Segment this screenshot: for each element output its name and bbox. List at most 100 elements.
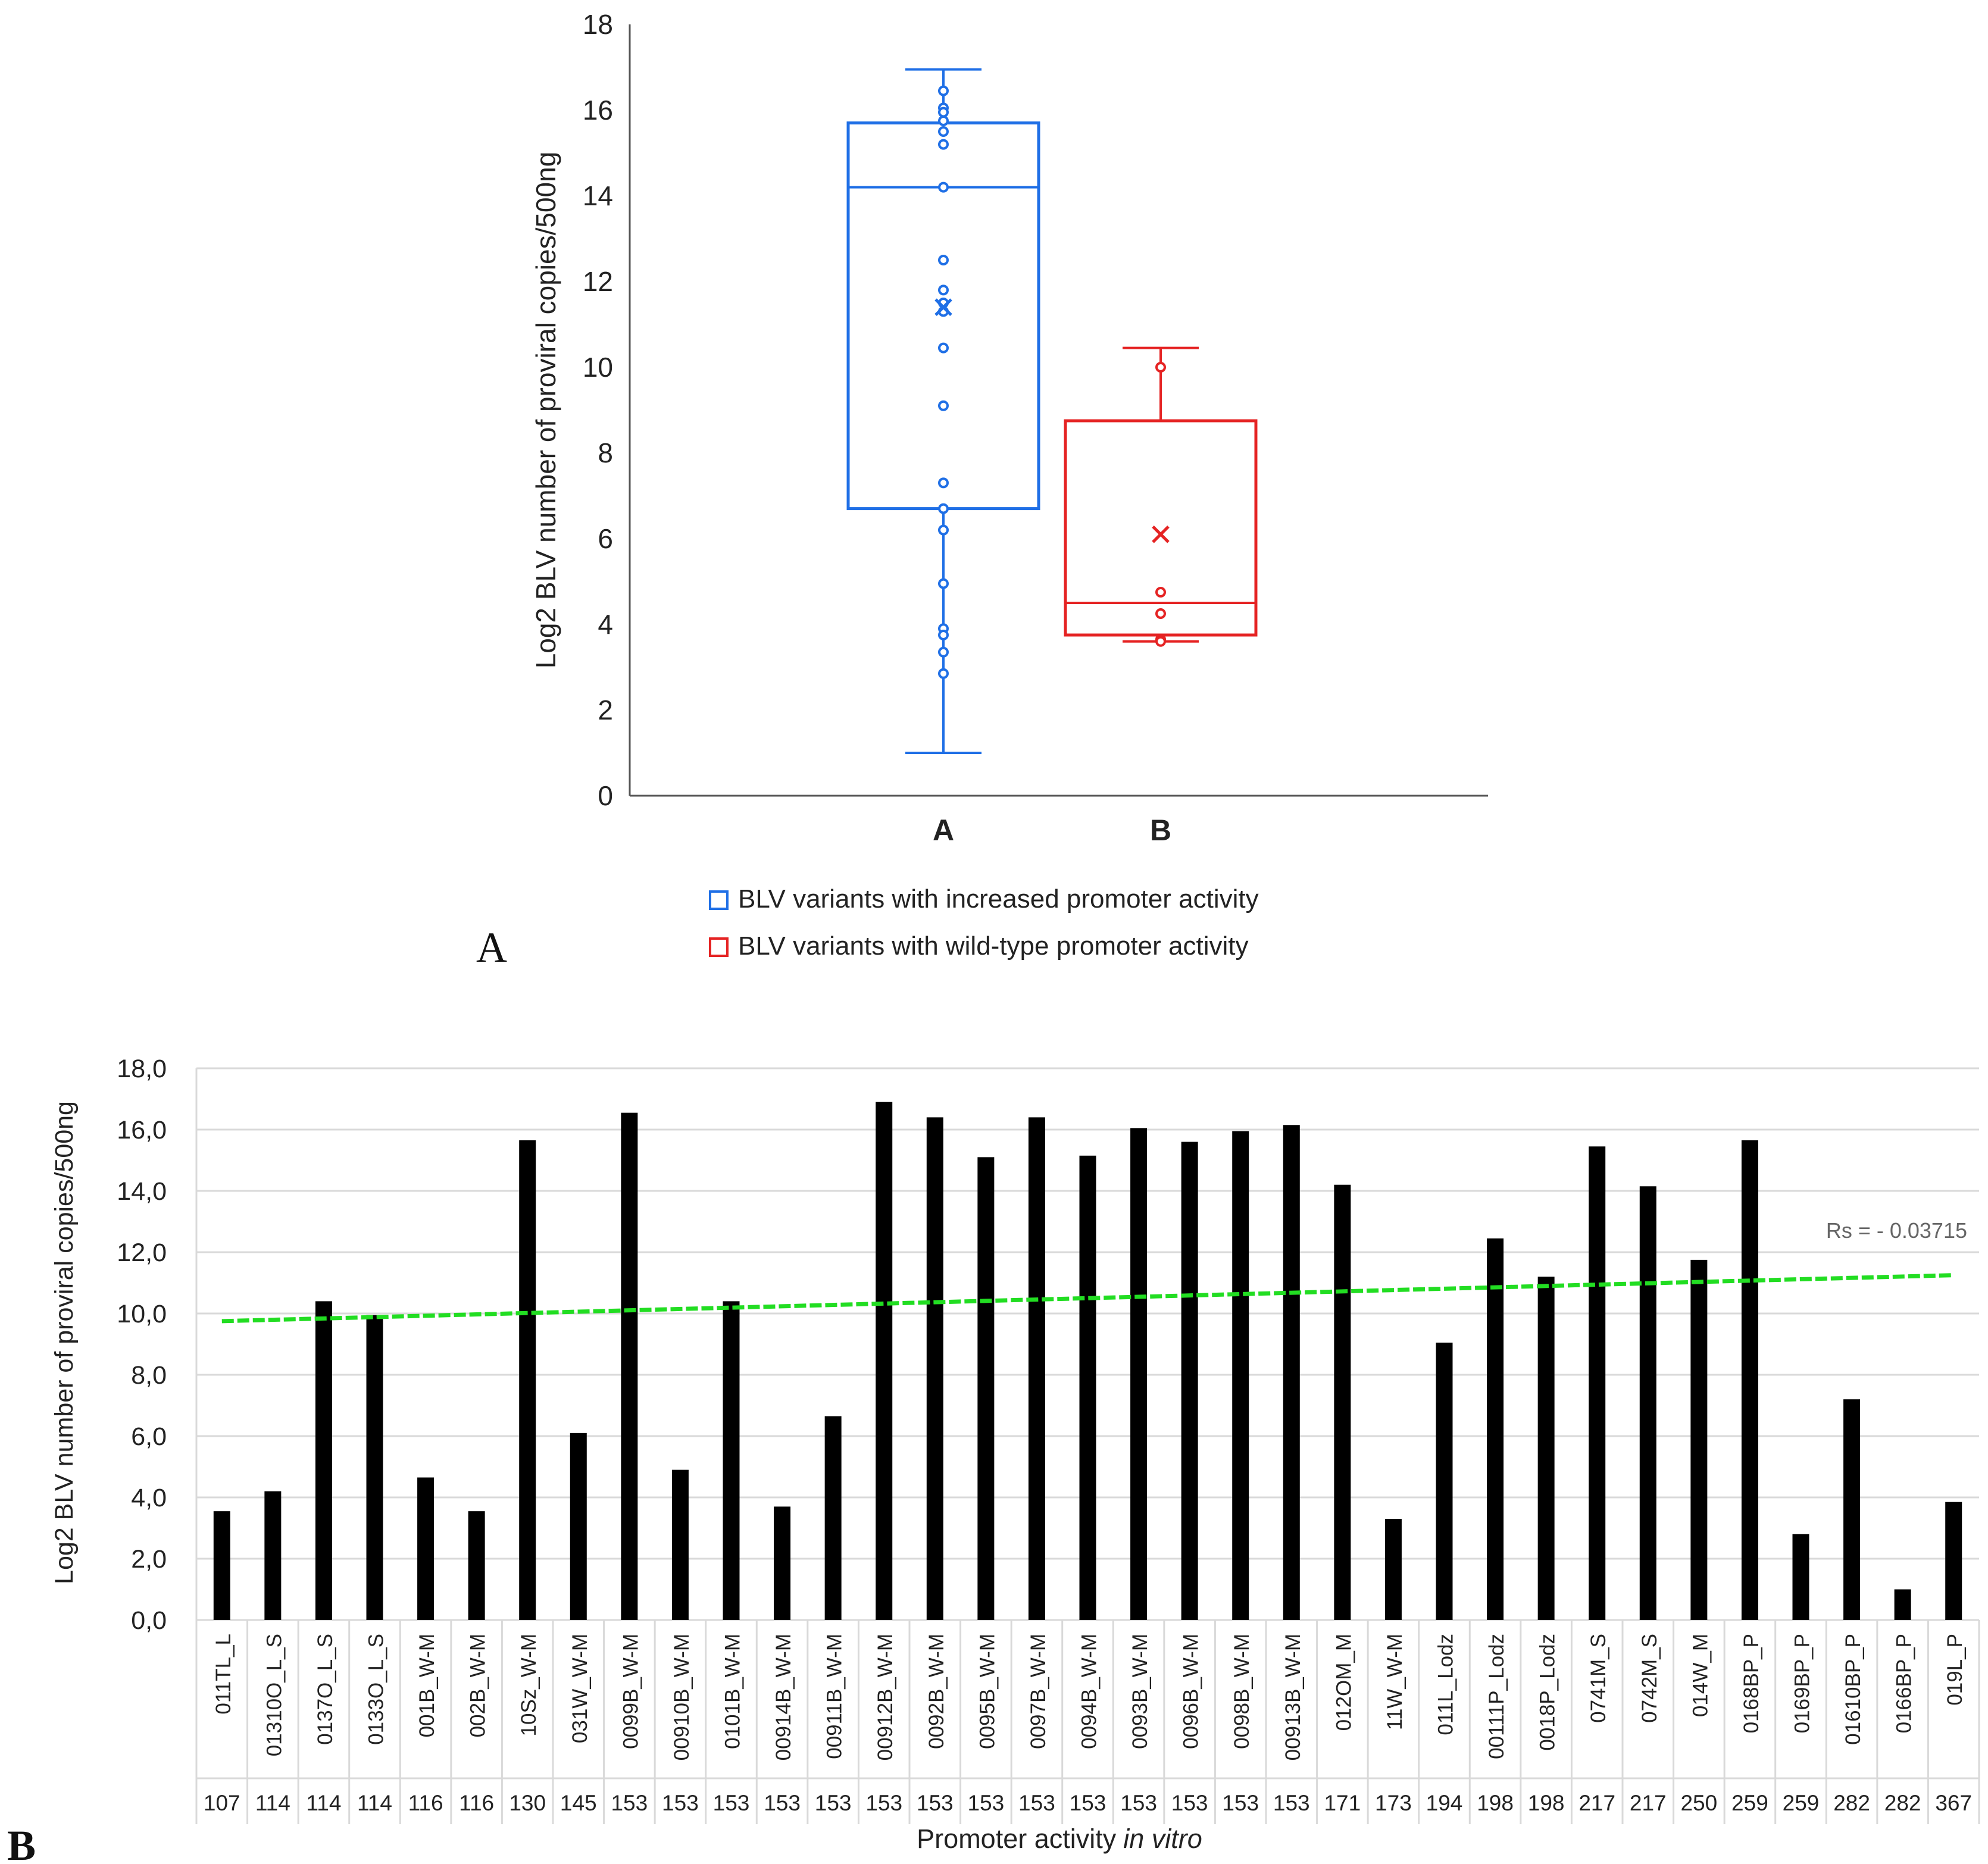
bar-category-label: 014W_M	[1689, 1634, 1712, 1717]
legend-swatch-b	[709, 937, 729, 957]
data-point	[1155, 587, 1166, 598]
activity-value-label: 153	[1018, 1791, 1055, 1815]
data-point	[938, 255, 949, 265]
bar	[417, 1477, 435, 1620]
activity-value-label: 194	[1426, 1791, 1463, 1815]
activity-value-label: 116	[459, 1791, 494, 1815]
bar-category-label: 0742M_S	[1638, 1634, 1661, 1723]
activity-value-label: 367	[1935, 1791, 1972, 1815]
bar-category-label: 00111P_Lodz	[1485, 1634, 1508, 1759]
bar	[519, 1140, 536, 1620]
trend-label: Rs = - 0.03715	[1826, 1218, 1967, 1243]
legend-label-a: BLV variants with increased promoter act…	[738, 884, 1259, 914]
data-point	[938, 668, 949, 679]
bar-category-label: 0098B_W-M	[1230, 1634, 1254, 1749]
bar	[774, 1506, 791, 1620]
bar	[570, 1433, 587, 1620]
data-point	[1155, 636, 1166, 647]
activity-value-label: 153	[662, 1791, 699, 1815]
activity-value-label: 217	[1578, 1791, 1615, 1815]
bar	[1537, 1277, 1555, 1620]
box-y-tick-label: 4	[598, 609, 613, 640]
bar	[671, 1469, 689, 1620]
bar-category-label: 0096B_W-M	[1180, 1634, 1203, 1749]
bar-category-label: 019L_P	[1943, 1634, 1967, 1706]
bar-category-label: 0741M_S	[1587, 1634, 1610, 1723]
activity-value-label: 153	[865, 1791, 902, 1815]
legend-swatch-a	[709, 890, 729, 910]
activity-value-label: 171	[1324, 1791, 1361, 1815]
activity-value-label: 250	[1680, 1791, 1717, 1815]
bar-category-label: 0095B_W-M	[976, 1634, 999, 1749]
activity-value-label: 198	[1528, 1791, 1565, 1815]
legend-label-b: BLV variants with wild-type promoter act…	[738, 931, 1248, 961]
activity-value-label: 153	[967, 1791, 1004, 1815]
bar-category-label: 00910B_W-M	[670, 1634, 693, 1760]
bar	[468, 1511, 485, 1620]
box-group-b	[1064, 346, 1258, 647]
box-plot-chart: 0 2 4 6 8 10 12 14 16 18 A B Log2 BLV number of pr…	[476, 9, 1488, 971]
activity-value-label: 107	[204, 1791, 240, 1815]
bar-category-label: 11W_W-M	[1383, 1634, 1406, 1730]
box-group-a	[846, 68, 1040, 754]
bar-y-tick-label: 0,0	[131, 1606, 167, 1635]
bar-chart: Rs = - 0.03715 0,0 2,0 4,0 6,0 8,0 10,0 12,0 14…	[7, 1055, 1980, 1864]
data-point	[938, 182, 949, 193]
bar-category-label: 0092B_W-M	[925, 1634, 948, 1749]
activity-value-label: 153	[815, 1791, 852, 1815]
bar-category-label: 0166BP_P	[1893, 1634, 1916, 1733]
bar	[1589, 1146, 1606, 1620]
box-y-tick-label: 0	[598, 780, 613, 811]
activity-value-label: 145	[560, 1791, 597, 1815]
activity-value-label: 114	[357, 1791, 392, 1815]
bar	[723, 1301, 740, 1620]
bar	[1945, 1502, 1962, 1620]
data-point	[1155, 362, 1166, 373]
activity-value-label: 130	[509, 1791, 546, 1815]
bar-category-label: 011TL_L	[212, 1634, 235, 1715]
bar-category-label: 0093B_W-M	[1129, 1634, 1152, 1749]
data-point	[938, 342, 949, 354]
bar-y-tick-label: 4,0	[131, 1484, 167, 1512]
bar	[213, 1511, 230, 1620]
box-y-tick-label: 10	[583, 352, 613, 383]
box-y-tick-label: 8	[598, 437, 613, 468]
bar	[1181, 1141, 1198, 1620]
data-point	[938, 578, 949, 589]
bar	[1436, 1342, 1453, 1620]
activity-value-label: 259	[1783, 1791, 1820, 1815]
bar-x-axis-label: Promoter activity in vitro	[917, 1824, 1202, 1854]
bar-category-label: 00912B_W-M	[874, 1634, 897, 1760]
data-point	[938, 524, 949, 536]
bar-category-label: 0097B_W-M	[1027, 1634, 1050, 1749]
bar-category-label: 002B_W-M	[467, 1634, 490, 1737]
bar-category-label: 0169BP_P	[1791, 1634, 1814, 1733]
mean-marker	[934, 298, 952, 316]
data-point	[1155, 608, 1166, 619]
activity-value-label: 173	[1375, 1791, 1412, 1815]
bar-y-tick-label: 18,0	[117, 1055, 167, 1083]
box-y-axis-label: Log2 BLV number of proviral copies/500ng	[530, 152, 561, 669]
data-point	[938, 646, 949, 658]
box-x-tick-label: A	[933, 814, 954, 847]
bar-y-tick-label: 16,0	[117, 1116, 167, 1144]
bar-category-label: 0018P_Lodz	[1536, 1634, 1559, 1751]
box-y-tick-label: 6	[598, 523, 613, 554]
bar	[621, 1112, 638, 1620]
box-y-tick-label: 14	[583, 180, 613, 211]
activity-value-label: 153	[1273, 1791, 1310, 1815]
bar-y-tick-label: 10,0	[117, 1300, 167, 1328]
activity-value-label: 153	[611, 1791, 648, 1815]
bar	[1079, 1155, 1096, 1620]
bar	[1487, 1238, 1504, 1620]
bar	[1894, 1589, 1911, 1620]
activity-value-label: 153	[917, 1791, 954, 1815]
data-point	[938, 630, 949, 640]
panel-label-a: A	[476, 924, 507, 971]
trend-line	[221, 1273, 1954, 1324]
bar	[366, 1315, 383, 1620]
activity-value-label: 114	[255, 1791, 290, 1815]
bar-category-label: 01610BP_P	[1842, 1634, 1865, 1745]
box-x-tick-label: B	[1150, 814, 1171, 847]
